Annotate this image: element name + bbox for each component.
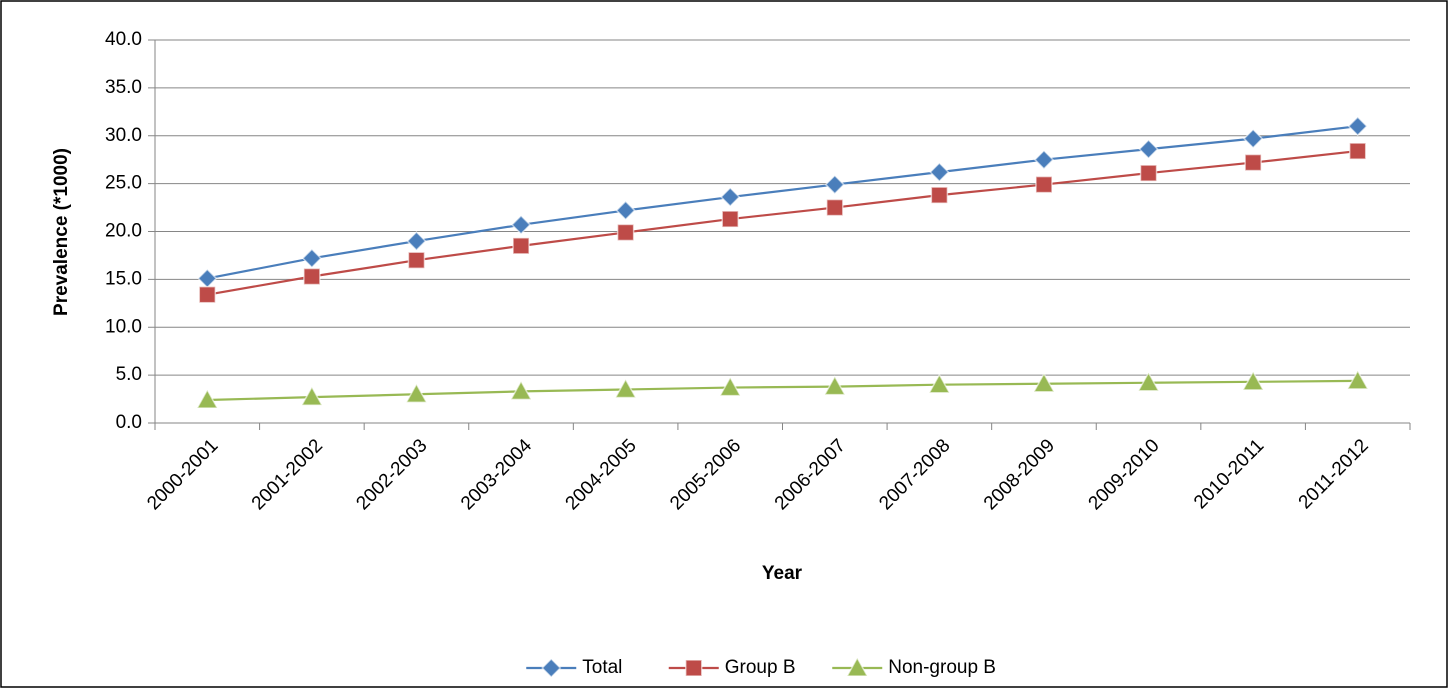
data-point: [1346, 369, 1369, 390]
data-point: [721, 210, 739, 228]
y-tick-label: 0.0: [116, 412, 142, 433]
series-line: [207, 379, 1358, 402]
legend-label: Non-group B: [888, 657, 996, 678]
legend-marker: [845, 656, 869, 677]
data-point: [303, 267, 321, 286]
data-point: [930, 186, 949, 204]
y-tick-label: 15.0: [105, 268, 142, 289]
y-tick-label: 35.0: [105, 77, 142, 98]
x-axis-title: Year: [762, 563, 803, 584]
data-point: [928, 373, 951, 394]
data-point: [826, 198, 844, 217]
data-point: [614, 377, 637, 399]
data-point: [823, 375, 847, 396]
legend-label: Group B: [725, 657, 796, 678]
data-point: [824, 174, 845, 195]
data-point: [510, 214, 532, 235]
y-tick-label: 40.0: [105, 29, 142, 50]
data-point: [406, 231, 427, 252]
data-point: [615, 200, 636, 221]
data-point: [198, 285, 217, 304]
data-point: [1035, 175, 1053, 194]
data-point: [1241, 370, 1265, 391]
data-point: [196, 388, 219, 409]
data-point: [718, 376, 742, 397]
y-tick-label: 10.0: [105, 316, 142, 337]
data-point: [1244, 153, 1262, 172]
data-point: [1139, 164, 1158, 182]
y-tick-label: 5.0: [116, 364, 142, 385]
legend-marker: [685, 659, 703, 677]
data-point: [512, 237, 530, 255]
data-point: [1348, 142, 1367, 160]
data-point: [1137, 371, 1160, 392]
y-axis-title: Prevalence (*1000): [51, 148, 72, 316]
data-point: [1033, 149, 1055, 170]
y-tick-label: 30.0: [105, 125, 142, 146]
legend-label: Total: [582, 657, 622, 678]
data-point: [407, 251, 426, 269]
data-point: [1243, 128, 1264, 149]
data-point: [509, 379, 533, 401]
legend-marker: [541, 657, 562, 679]
data-point: [929, 162, 950, 183]
series-line: [207, 149, 1358, 296]
y-tick-label: 20.0: [105, 221, 142, 242]
data-point: [300, 385, 324, 406]
y-tick-label: 25.0: [105, 173, 142, 194]
data-point: [405, 382, 428, 404]
data-point: [1032, 372, 1056, 393]
series-line: [207, 125, 1358, 280]
data-point: [720, 186, 741, 208]
data-point: [301, 248, 322, 269]
data-point: [1347, 116, 1368, 137]
data-point: [1138, 139, 1159, 160]
data-point: [616, 223, 635, 242]
